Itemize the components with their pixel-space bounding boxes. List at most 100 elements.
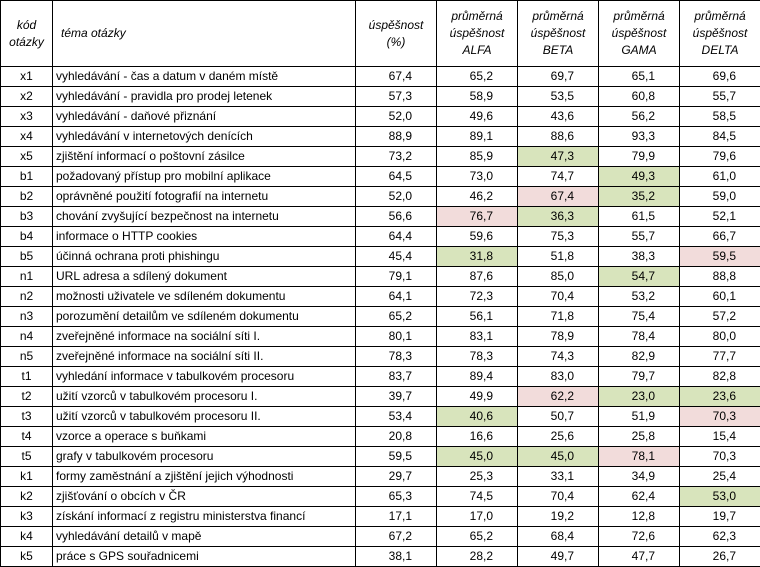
overall-cell: 64,5	[356, 167, 437, 187]
alfa-cell: 45,0	[437, 447, 518, 467]
beta-cell: 53,5	[518, 87, 599, 107]
beta-cell: 33,1	[518, 467, 599, 487]
alfa-cell: 40,6	[437, 407, 518, 427]
beta-cell: 71,8	[518, 307, 599, 327]
overall-cell: 29,7	[356, 467, 437, 487]
question-code-cell: x4	[1, 127, 53, 147]
overall-cell: 78,3	[356, 347, 437, 367]
alfa-cell: 76,7	[437, 207, 518, 227]
delta-cell: 23,6	[680, 387, 760, 407]
beta-cell: 85,0	[518, 267, 599, 287]
gama-cell: 23,0	[599, 387, 680, 407]
alfa-cell: 49,6	[437, 107, 518, 127]
delta-cell: 79,6	[680, 147, 760, 167]
overall-cell: 39,7	[356, 387, 437, 407]
question-code-cell: t3	[1, 407, 53, 427]
header-alfa: průměrná úspěšnost ALFA	[437, 1, 518, 67]
gama-cell: 56,2	[599, 107, 680, 127]
delta-cell: 70,3	[680, 407, 760, 427]
alfa-cell: 65,2	[437, 527, 518, 547]
beta-cell: 78,9	[518, 327, 599, 347]
overall-cell: 52,0	[356, 107, 437, 127]
header-overall: úspěšnost (%)	[356, 1, 437, 67]
delta-cell: 69,6	[680, 67, 760, 87]
overall-cell: 64,1	[356, 287, 437, 307]
question-code-cell: b3	[1, 207, 53, 227]
delta-cell: 25,4	[680, 467, 760, 487]
question-code-cell: n3	[1, 307, 53, 327]
question-topic-cell: užití vzorců v tabulkovém procesoru I.	[53, 387, 356, 407]
question-code-cell: b5	[1, 247, 53, 267]
gama-cell: 75,4	[599, 307, 680, 327]
overall-cell: 80,1	[356, 327, 437, 347]
question-code-cell: k1	[1, 467, 53, 487]
question-topic-cell: oprávněné použití fotografií na internet…	[53, 187, 356, 207]
overall-cell: 59,5	[356, 447, 437, 467]
header-code: kód otázky	[1, 1, 53, 67]
gama-cell: 47,7	[599, 547, 680, 567]
header-beta: průměrná úspěšnost BETA	[518, 1, 599, 67]
overall-cell: 88,9	[356, 127, 437, 147]
delta-cell: 70,3	[680, 447, 760, 467]
delta-cell: 55,7	[680, 87, 760, 107]
question-code-cell: b4	[1, 227, 53, 247]
beta-cell: 83,0	[518, 367, 599, 387]
question-code-cell: n2	[1, 287, 53, 307]
alfa-cell: 16,6	[437, 427, 518, 447]
alfa-cell: 72,3	[437, 287, 518, 307]
overall-cell: 67,4	[356, 67, 437, 87]
gama-cell: 72,6	[599, 527, 680, 547]
beta-cell: 49,7	[518, 547, 599, 567]
question-topic-cell: účinná ochrana proti phishingu	[53, 247, 356, 267]
overall-cell: 57,3	[356, 87, 437, 107]
delta-cell: 84,5	[680, 127, 760, 147]
overall-cell: 38,1	[356, 547, 437, 567]
question-topic-cell: informace o HTTP cookies	[53, 227, 356, 247]
beta-cell: 25,6	[518, 427, 599, 447]
alfa-cell: 46,2	[437, 187, 518, 207]
delta-cell: 62,3	[680, 527, 760, 547]
question-code-cell: n4	[1, 327, 53, 347]
gama-cell: 93,3	[599, 127, 680, 147]
gama-cell: 34,9	[599, 467, 680, 487]
question-topic-cell: užití vzorců v tabulkovém procesoru II.	[53, 407, 356, 427]
alfa-cell: 49,9	[437, 387, 518, 407]
alfa-cell: 83,1	[437, 327, 518, 347]
question-code-cell: n1	[1, 267, 53, 287]
gama-cell: 78,1	[599, 447, 680, 467]
overall-cell: 65,2	[356, 307, 437, 327]
gama-cell: 51,9	[599, 407, 680, 427]
question-code-cell: b1	[1, 167, 53, 187]
header-gama: průměrná úspěšnost GAMA	[599, 1, 680, 67]
question-code-cell: x5	[1, 147, 53, 167]
alfa-cell: 28,2	[437, 547, 518, 567]
question-topic-cell: zjišťování o obcích v ČR	[53, 487, 356, 507]
gama-cell: 65,1	[599, 67, 680, 87]
question-code-cell: x1	[1, 67, 53, 87]
beta-cell: 74,3	[518, 347, 599, 367]
gama-cell: 12,8	[599, 507, 680, 527]
question-code-cell: t4	[1, 427, 53, 447]
gama-cell: 25,8	[599, 427, 680, 447]
delta-cell: 61,0	[680, 167, 760, 187]
delta-cell: 53,0	[680, 487, 760, 507]
overall-cell: 17,1	[356, 507, 437, 527]
overall-cell: 52,0	[356, 187, 437, 207]
alfa-cell: 31,8	[437, 247, 518, 267]
question-topic-cell: vyhledávání - daňové přiznání	[53, 107, 356, 127]
beta-cell: 19,2	[518, 507, 599, 527]
delta-cell: 59,5	[680, 247, 760, 267]
delta-cell: 82,8	[680, 367, 760, 387]
question-code-cell: t2	[1, 387, 53, 407]
